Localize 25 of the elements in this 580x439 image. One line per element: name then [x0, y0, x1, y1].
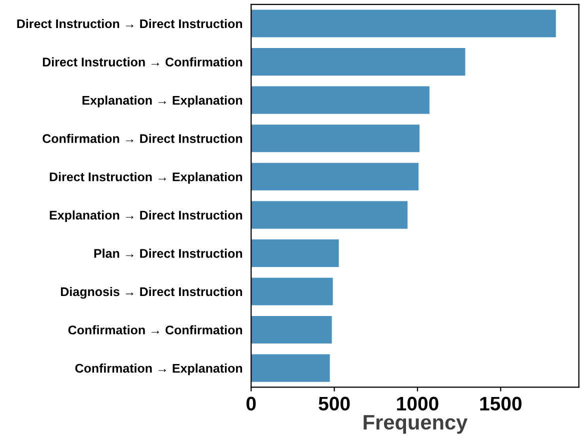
- bar: [251, 162, 418, 190]
- bar: [251, 124, 420, 152]
- y-tick-label: Explanation → Direct Instruction: [50, 210, 242, 222]
- y-tick-label: Plan → Direct Instruction: [94, 248, 242, 258]
- x-axis-title: Frequency: [364, 415, 468, 434]
- x-tick-label: 1000: [397, 396, 438, 411]
- y-tick-label: Diagnosis → Direct Instruction: [60, 286, 242, 299]
- bar: [251, 239, 339, 267]
- y-tick-label: Direct Instruction → Confirmation: [42, 57, 242, 66]
- bar: [251, 278, 333, 306]
- x-tick-label: 1500: [480, 396, 522, 411]
- y-tick-label: Confirmation → Explanation: [75, 364, 242, 376]
- bar: [251, 354, 330, 382]
- y-tick-label: Explanation → Explanation: [82, 96, 242, 108]
- x-tick-label: 0: [246, 396, 256, 411]
- y-tick-label: Direct Instruction → Direct Instruction: [17, 19, 242, 28]
- y-tick-label: Confirmation → Confirmation: [68, 325, 242, 334]
- bar: [251, 316, 332, 344]
- bar: [251, 10, 556, 38]
- bar: [251, 86, 430, 114]
- x-tick-label: 500: [318, 396, 350, 411]
- y-tick-label: Direct Instruction → Explanation: [50, 172, 242, 184]
- y-tick-label: Confirmation → Direct Instruction: [42, 134, 242, 144]
- bar: [251, 48, 466, 76]
- bar: [251, 201, 408, 229]
